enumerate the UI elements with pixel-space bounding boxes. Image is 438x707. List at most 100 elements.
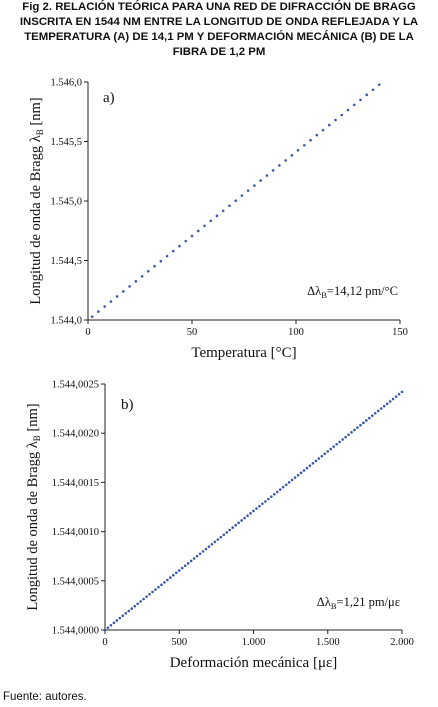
data-point <box>382 404 386 408</box>
data-point <box>136 602 139 606</box>
data-point <box>379 407 383 410</box>
data-point <box>189 559 193 563</box>
data-point <box>169 576 172 579</box>
data-point <box>196 229 200 233</box>
caption-line-4: FIBRA DE 1,2 PM <box>172 46 266 58</box>
figure-caption: Fig 2. RELACIÓN TEÓRICA PARA UNA RED DE … <box>0 0 438 60</box>
data-point <box>352 103 356 107</box>
data-point <box>124 612 128 615</box>
data-point <box>278 164 281 167</box>
data-point <box>284 483 288 487</box>
data-point <box>287 481 291 484</box>
data-point <box>284 159 287 162</box>
data-point <box>216 538 220 541</box>
data-point <box>362 421 365 425</box>
data-point <box>160 583 163 587</box>
data-point <box>321 128 325 132</box>
data-point <box>204 547 208 551</box>
data-point <box>275 490 279 494</box>
data-point <box>341 438 344 441</box>
data-point <box>237 521 240 525</box>
data-point <box>90 315 94 318</box>
x-tick-label: 2.000 <box>390 637 414 648</box>
data-point <box>332 445 335 448</box>
data-point <box>270 495 273 498</box>
data-point <box>296 148 300 152</box>
data-point <box>371 88 375 92</box>
x-tick-label: 100 <box>288 327 304 338</box>
data-point <box>231 526 235 529</box>
x-tick-label: 500 <box>171 637 187 648</box>
data-point <box>201 550 205 553</box>
y-tick-label: 1.544,0025 <box>52 380 99 391</box>
data-point <box>163 581 166 584</box>
y-tick-label: 1.545,5 <box>51 137 83 148</box>
data-point <box>308 464 312 467</box>
data-point <box>184 239 188 243</box>
data-point <box>148 592 151 596</box>
data-point <box>296 473 300 477</box>
data-point <box>299 471 303 475</box>
data-point <box>165 254 169 258</box>
data-point <box>317 457 321 460</box>
y-tick-label: 1.544,0000 <box>52 626 99 637</box>
data-point <box>140 275 144 278</box>
y-axis-label: Longitud de onda de Bragg λB [nm] <box>28 97 45 304</box>
data-point <box>121 614 125 618</box>
temperature-chart: 0 50 100 150 1.544,0 1.544,5 1.545,0 1.545,5 1.5… <box>28 78 408 362</box>
slope-annotation: ΔλB=14,12 pm/°C <box>307 284 398 300</box>
data-point <box>139 600 142 603</box>
data-point <box>359 98 362 102</box>
x-tick-label: 0 <box>85 327 90 338</box>
x-tick-label: 1.000 <box>242 637 266 648</box>
data-point <box>356 426 359 429</box>
data-point <box>103 305 106 308</box>
data-point <box>178 244 181 248</box>
data-point <box>334 118 337 122</box>
y-tick-label: 1.544,0010 <box>52 527 99 538</box>
y-tick-label: 1.544,5 <box>51 256 83 267</box>
data-point <box>103 628 107 632</box>
data-point <box>278 488 282 491</box>
data-point <box>376 409 380 413</box>
data-point <box>240 519 243 522</box>
data-point <box>154 588 157 591</box>
data-point <box>347 433 350 437</box>
data-point <box>222 533 226 537</box>
data-point <box>177 569 181 572</box>
data-point <box>215 214 219 218</box>
data-point <box>221 209 225 213</box>
data-point <box>109 300 113 303</box>
data-point <box>377 83 381 87</box>
x-tick-label: 1.500 <box>316 637 340 648</box>
data-point <box>326 450 330 453</box>
y-tick-label: 1.544,0 <box>51 316 83 327</box>
data-point <box>368 416 371 420</box>
data-point <box>311 462 315 465</box>
data-point <box>365 93 369 97</box>
data-point <box>246 189 250 192</box>
x-tick-label: 50 <box>187 327 198 338</box>
data-point <box>249 512 252 515</box>
y-axis-label: Longitud de onda de Bragg λB [nm] <box>25 403 42 610</box>
strain-chart: 0 500 1.000 1.500 2.000 1.544,0000 1.544,0005 1… <box>25 380 414 672</box>
data-point <box>359 423 362 427</box>
data-point <box>329 447 333 451</box>
y-tick-label: 1.545,0 <box>51 197 83 208</box>
data-point <box>240 194 244 197</box>
data-point <box>134 280 138 283</box>
data-point <box>198 552 202 556</box>
data-point <box>118 616 122 620</box>
data-point <box>127 609 131 613</box>
data-point <box>183 564 187 568</box>
data-point <box>400 390 404 394</box>
data-point <box>106 626 110 629</box>
slope-annotation: ΔλB=1,21 pm/με <box>317 595 400 611</box>
data-point <box>109 623 113 627</box>
data-point <box>315 133 319 137</box>
data-point <box>159 259 163 263</box>
data-point <box>192 557 196 560</box>
data-point <box>246 514 249 517</box>
data-point <box>293 476 297 479</box>
data-point <box>171 249 175 253</box>
